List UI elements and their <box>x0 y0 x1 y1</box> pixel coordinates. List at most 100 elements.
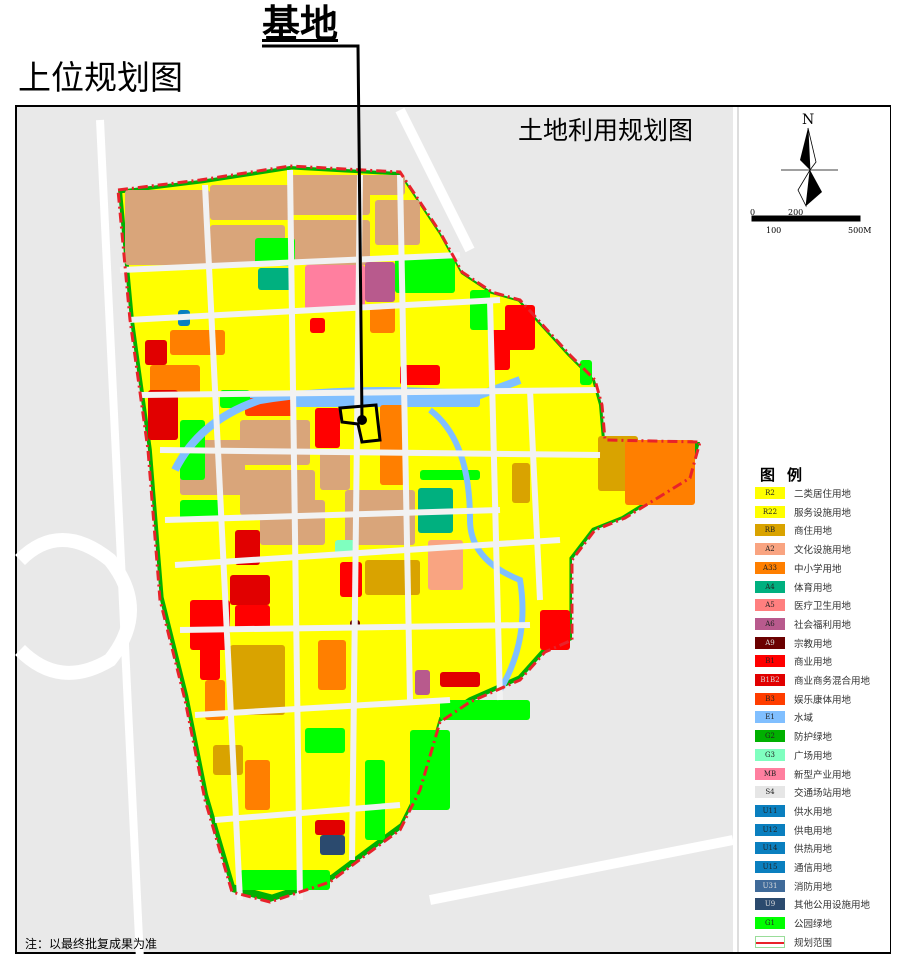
legend-label: 供热用地 <box>794 844 833 856</box>
road <box>194 697 451 718</box>
parcel-rb <box>213 745 243 775</box>
scale-label-100: 100 <box>766 226 782 235</box>
legend-item: U31 消防用地 <box>755 879 832 893</box>
legend-item: A2 文化设施用地 <box>755 542 851 556</box>
map-title: 土地利用规划图 <box>518 116 694 145</box>
parcel-rbt <box>320 450 350 490</box>
ring-road <box>15 533 137 680</box>
parcel-rb <box>365 560 420 595</box>
legend-label: 体育用地 <box>794 582 833 594</box>
legend-item: R2 二类居住用地 <box>755 486 851 500</box>
site-leader-line <box>262 44 364 421</box>
parcel-g1 <box>180 500 220 520</box>
parcel-b1 <box>315 408 340 448</box>
legend-swatch: A2 <box>755 543 785 556</box>
north-arrow-icon <box>807 127 817 172</box>
legend-item: B1B2 商业商务混合用地 <box>755 673 870 687</box>
legend-swatch: U15 <box>755 861 785 873</box>
parcel-g1 <box>410 730 450 810</box>
legend-swatch: R2 <box>755 487 785 499</box>
legend-swatch: U31 <box>755 879 785 892</box>
legend-swatch: MB <box>755 767 785 780</box>
legend-item: A9 宗教用地 <box>755 636 832 650</box>
parcel-rbt <box>365 175 405 195</box>
legend-label: 规划范围 <box>794 937 833 949</box>
legend-label: 防护绿地 <box>794 732 833 744</box>
legend-swatch: A4 <box>755 580 785 593</box>
north-arrow: N <box>800 112 814 128</box>
legend-label: 交通场站用地 <box>794 788 852 800</box>
parcel-a4 <box>258 268 293 290</box>
parcel-b1 <box>200 640 220 680</box>
river <box>428 407 526 692</box>
legend-label: 中小学用地 <box>794 563 842 575</box>
legend-label: 其他公用设施用地 <box>794 900 871 912</box>
legend-item: A4 体育用地 <box>755 580 832 594</box>
north-label: N <box>802 112 815 128</box>
legend-item: G3 广场用地 <box>755 748 832 762</box>
legend-item: A5 医疗卫生用地 <box>755 598 851 612</box>
external-road <box>429 835 734 905</box>
legend-item: G2 防护绿地 <box>755 729 832 743</box>
parcel-a33 <box>380 405 405 485</box>
legend-label: 服务设施用地 <box>794 507 852 519</box>
legend-label: 二类居住用地 <box>794 489 852 500</box>
parcel-b1 <box>490 330 510 370</box>
external-road <box>395 107 475 253</box>
site-boundary <box>338 403 382 444</box>
parcel-b1 <box>505 305 535 350</box>
parcel-rbt <box>375 200 420 245</box>
parcel-b1 <box>235 605 270 630</box>
site-label: 基地 <box>262 2 339 46</box>
scale-bar-segment <box>773 216 795 221</box>
north-arrow-icon <box>800 128 810 170</box>
parcel-b1 <box>540 610 570 650</box>
legend-label: 宗教用地 <box>794 638 833 650</box>
parcel-u9 <box>320 835 345 855</box>
road <box>214 802 401 823</box>
legend-swatch: U9 <box>755 898 785 911</box>
scale-label-200: 200 <box>788 208 804 217</box>
parcel-a2 <box>428 540 463 590</box>
legend-swatch: B1 <box>755 655 785 668</box>
legend-item: MB 新型产业用地 <box>755 767 851 781</box>
parcel-mb <box>305 265 365 310</box>
legend-label: 新型产业用地 <box>794 769 852 781</box>
legend-swatch: B1B2 <box>755 674 785 686</box>
upper-plan-title: 上位规划图 <box>18 58 183 97</box>
legend-item: 规划范围 <box>755 935 832 949</box>
parcel-a33 <box>245 760 270 810</box>
legend-swatch: G3 <box>755 748 785 761</box>
north-arrow-icon <box>797 169 811 208</box>
legend-label: 供电用地 <box>794 825 833 837</box>
legend-swatch: A33 <box>755 561 785 574</box>
parcel-a6 <box>415 670 430 695</box>
parcel-b1 <box>310 318 325 333</box>
parcel-g1 <box>305 728 345 753</box>
scale-bar-segment <box>752 216 773 221</box>
parcel-a33 <box>370 305 395 333</box>
parcel-g1 <box>420 470 480 480</box>
legend-label: 医疗卫生用地 <box>794 601 852 613</box>
parcel-b1b2 <box>148 390 178 440</box>
parcel-b1 <box>400 365 440 385</box>
road <box>159 447 601 458</box>
legend-swatch: E1 <box>755 711 785 724</box>
parcel-rb <box>230 645 285 715</box>
legend-label: 社会福利用地 <box>794 619 852 631</box>
legend-label: 消防用地 <box>794 881 833 893</box>
legend-swatch: G1 <box>755 917 785 930</box>
parcel-b1 <box>340 562 362 597</box>
scale-bar-segment <box>795 216 860 221</box>
legend-item: U12 供电用地 <box>755 823 832 837</box>
legend-swatch: A5 <box>755 599 785 612</box>
legend-item: G1 公园绿地 <box>755 916 832 930</box>
parcel-rbt <box>345 490 415 545</box>
parcel-a33 <box>625 440 695 505</box>
legend-item: U14 供热用地 <box>755 841 832 855</box>
road <box>287 169 303 901</box>
legend-item: B1 商业用地 <box>755 654 832 668</box>
legend-swatch: U11 <box>755 804 785 817</box>
legend-swatch: A6 <box>755 617 785 630</box>
